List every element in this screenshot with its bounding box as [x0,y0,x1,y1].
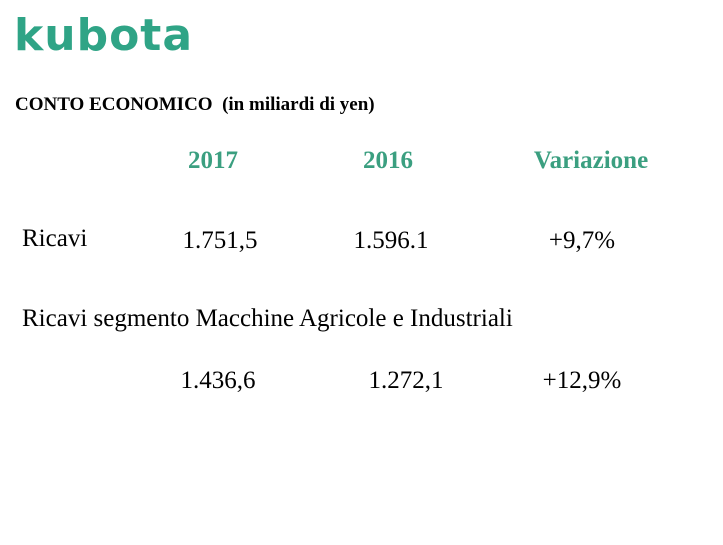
cell: 1.751,5 [182,227,258,254]
column-header: Variazione [533,147,649,174]
title: CONTO ECONOMICO (in miliardi di yen) [15,94,375,115]
logo: kubota [14,10,194,61]
cell: 1.272,1 [368,367,444,394]
row-label: Ricavi [22,225,88,252]
cell: +9,7% [548,227,616,254]
column-header: 2017 [188,147,238,174]
column-header: 2016 [363,147,413,174]
row-label: Ricavi segmento Macchine Agricole e Indu… [22,305,513,332]
cell: 1.436,6 [180,367,256,394]
cell: +12,9% [542,367,622,394]
cell: 1.596.1 [353,227,429,254]
